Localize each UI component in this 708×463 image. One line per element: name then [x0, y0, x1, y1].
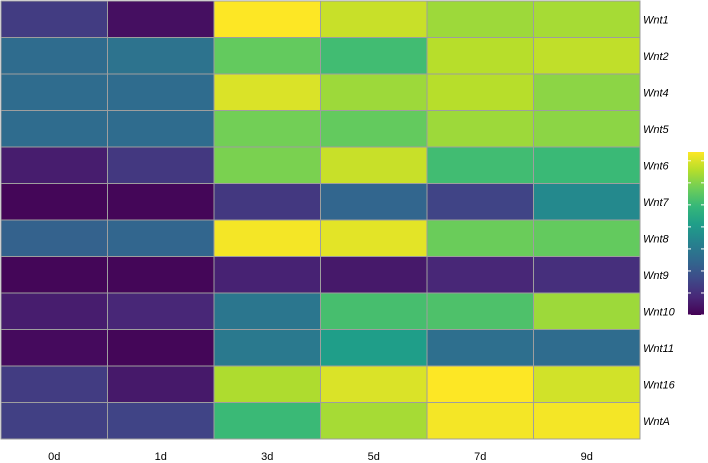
- heatmap-cell: [320, 402, 428, 440]
- heatmap-cell: [426, 37, 534, 75]
- heatmap-cell: [533, 183, 641, 221]
- row-label: Wnt9: [643, 270, 669, 282]
- heatmap-cell: [426, 146, 534, 184]
- heatmap-cell: [213, 110, 321, 148]
- heatmap-cell: [533, 110, 641, 148]
- row-label: Wnt16: [643, 379, 676, 391]
- heatmap-cell: [426, 292, 534, 330]
- row-labels: Wnt1 Wnt2 Wnt4 Wnt5 Wnt6 Wnt7 Wnt8 Wnt9 Wnt10 Wnt…: [643, 14, 676, 428]
- heatmap-cell: [107, 402, 215, 440]
- colorbar-ticks: 01234567: [688, 160, 704, 316]
- heatmap-cell: [107, 219, 215, 257]
- heatmap-cell: [213, 183, 321, 221]
- heatmap-cell: [107, 37, 215, 75]
- heatmap-cell: [320, 292, 428, 330]
- heatmap-cell: [0, 365, 108, 403]
- heatmap-cell: [426, 365, 534, 403]
- heatmap-cell: [213, 365, 321, 403]
- column-label: 3d: [261, 451, 273, 463]
- heatmap-cell: [426, 110, 534, 148]
- heatmap-cell: [107, 73, 215, 111]
- heatmap-cell: [320, 365, 428, 403]
- heatmap-cell: [107, 183, 215, 221]
- row-label: Wnt4: [643, 87, 669, 99]
- color-legend: 01234567: [688, 152, 704, 316]
- heatmap-cell: [320, 329, 428, 367]
- row-label: Wnt10: [643, 306, 676, 318]
- heatmap-cell: [426, 402, 534, 440]
- heatmap-cell: [213, 329, 321, 367]
- heatmap-cell: [213, 402, 321, 440]
- heatmap-cell: [533, 37, 641, 75]
- column-label: 5d: [368, 451, 380, 463]
- heatmap-cell: [0, 329, 108, 367]
- heatmap-cell: [107, 329, 215, 367]
- heatmap-cell: [213, 292, 321, 330]
- heatmap-cell: [0, 219, 108, 257]
- column-label: 9d: [581, 451, 593, 463]
- heatmap-cell: [320, 110, 428, 148]
- heatmap-cell: [426, 256, 534, 294]
- heatmap-cell: [107, 110, 215, 148]
- heatmap-cell: [426, 183, 534, 221]
- heatmap-cell: [107, 256, 215, 294]
- heatmap-cell: [533, 0, 641, 38]
- heatmap-cell: [533, 365, 641, 403]
- heatmap-cell: [533, 402, 641, 440]
- heatmap-cell: [533, 256, 641, 294]
- heatmap-cell: [107, 292, 215, 330]
- column-labels: 0d 1d 3d 5d 7d 9d: [48, 451, 593, 463]
- heatmap-cell: [0, 402, 108, 440]
- heatmap-cell: [320, 219, 428, 257]
- heatmap-cell: [533, 292, 641, 330]
- row-label: Wnt11: [643, 343, 674, 355]
- row-label: WntA: [643, 416, 670, 428]
- heatmap-cell: [533, 219, 641, 257]
- heatmap-cell: [320, 183, 428, 221]
- heatmap-cell: [0, 0, 108, 38]
- heatmap-cell: [213, 256, 321, 294]
- column-label: 1d: [155, 451, 167, 463]
- row-label: Wnt6: [643, 160, 670, 172]
- heatmap-cell: [107, 146, 215, 184]
- heatmap-cell: [426, 329, 534, 367]
- row-label: Wnt1: [643, 14, 669, 26]
- row-label: Wnt8: [643, 233, 670, 245]
- heatmap-cell: [0, 256, 108, 294]
- heatmap-cell: [107, 365, 215, 403]
- heatmap-cell: [213, 37, 321, 75]
- heatmap-cell: [426, 73, 534, 111]
- heatmap-cell: [0, 73, 108, 111]
- heatmap-cell: [320, 146, 428, 184]
- colorbar: [688, 152, 704, 315]
- column-label: 0d: [48, 451, 60, 463]
- heatmap-cell: [213, 73, 321, 111]
- row-label: Wnt5: [643, 124, 670, 136]
- heatmap-cell: [213, 0, 321, 38]
- heatmap-cell: [213, 146, 321, 184]
- heatmap-cell: [0, 146, 108, 184]
- row-label: Wnt2: [643, 51, 669, 63]
- heatmap-cell: [107, 0, 215, 38]
- heatmap-cells: [0, 0, 641, 440]
- heatmap-cell: [533, 329, 641, 367]
- heatmap-cell: [533, 73, 641, 111]
- heatmap-cell: [320, 0, 428, 38]
- heatmap-cell: [320, 256, 428, 294]
- heatmap-cell: [0, 183, 108, 221]
- heatmap-cell: [0, 110, 108, 148]
- heatmap-cell: [0, 37, 108, 75]
- heatmap-cell: [426, 219, 534, 257]
- heatmap-cell: [426, 0, 534, 38]
- heatmap-cell: [0, 292, 108, 330]
- heatmap-cell: [533, 146, 641, 184]
- column-label: 7d: [474, 451, 486, 463]
- heatmap-cell: [320, 37, 428, 75]
- row-label: Wnt7: [643, 197, 670, 209]
- heatmap-cell: [320, 73, 428, 111]
- heatmap-cell: [213, 219, 321, 257]
